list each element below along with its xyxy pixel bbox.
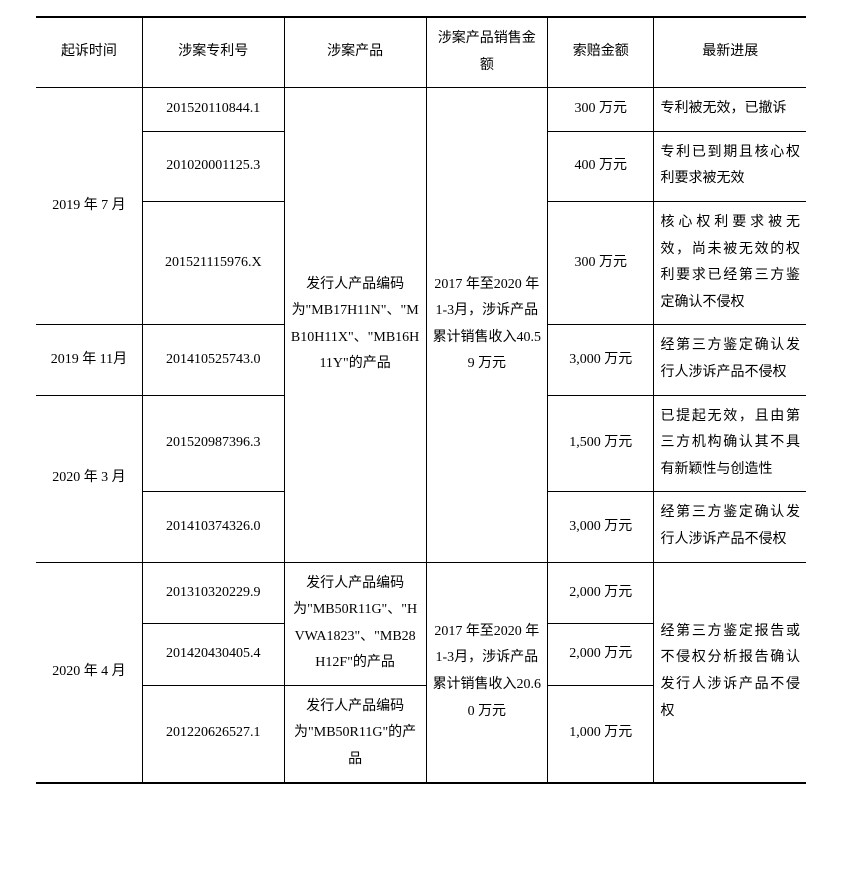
cell-claim: 2,000 万元	[548, 624, 654, 686]
cell-product: 发行人产品编码为"MB50R11G"、"HVWA1823"、"MB28H12F"…	[284, 562, 426, 685]
cell-claim: 300 万元	[548, 201, 654, 324]
cell-progress: 专利被无效，已撤诉	[654, 88, 806, 132]
cell-claim: 2,000 万元	[548, 562, 654, 624]
cell-claim: 3,000 万元	[548, 492, 654, 562]
cell-patent: 201420430405.4	[142, 624, 284, 686]
col-header: 最新进展	[654, 17, 806, 88]
table-row: 2020 年 4 月 201310320229.9 发行人产品编码为"MB50R…	[36, 562, 806, 624]
col-header: 起诉时间	[36, 17, 142, 88]
cell-patent: 201521115976.X	[142, 201, 284, 324]
cell-patent: 201410525743.0	[142, 325, 284, 395]
col-header: 涉案产品	[284, 17, 426, 88]
cell-patent: 201520987396.3	[142, 395, 284, 492]
cell-patent: 201020001125.3	[142, 131, 284, 201]
col-header: 索赔金额	[548, 17, 654, 88]
cell-claim: 300 万元	[548, 88, 654, 132]
cell-time: 2019 年 7 月	[36, 88, 142, 325]
cell-claim: 1,500 万元	[548, 395, 654, 492]
cell-sales: 2017 年至2020 年 1-3月，涉诉产品累计销售收入20.60 万元	[426, 562, 548, 783]
cell-progress: 专利已到期且核心权利要求被无效	[654, 131, 806, 201]
cell-sales: 2017 年至2020 年 1-3月，涉诉产品累计销售收入40.59 万元	[426, 88, 548, 562]
cell-claim: 400 万元	[548, 131, 654, 201]
cell-product: 发行人产品编码为"MB50R11G"的产品	[284, 685, 426, 782]
cell-progress: 经第三方鉴定确认发行人涉诉产品不侵权	[654, 492, 806, 562]
cell-time: 2019 年 11月	[36, 325, 142, 395]
col-header: 涉案专利号	[142, 17, 284, 88]
cell-time: 2020 年 4 月	[36, 562, 142, 783]
cell-time: 2020 年 3 月	[36, 395, 142, 562]
cell-patent: 201310320229.9	[142, 562, 284, 624]
cell-patent: 201520110844.1	[142, 88, 284, 132]
cell-progress: 核心权利要求被无效，尚未被无效的权利要求已经第三方鉴定确认不侵权	[654, 201, 806, 324]
cell-progress: 已提起无效，且由第三方机构确认其不具有新颖性与创造性	[654, 395, 806, 492]
table-row: 2019 年 7 月 201520110844.1 发行人产品编码为"MB17H…	[36, 88, 806, 132]
cell-claim: 3,000 万元	[548, 325, 654, 395]
cell-patent: 201220626527.1	[142, 685, 284, 782]
cell-product: 发行人产品编码为"MB17H11N"、"MB10H11X"、"MB16H11Y"…	[284, 88, 426, 562]
cell-patent: 201410374326.0	[142, 492, 284, 562]
cell-progress: 经第三方鉴定确认发行人涉诉产品不侵权	[654, 325, 806, 395]
col-header: 涉案产品销售金额	[426, 17, 548, 88]
cell-progress: 经第三方鉴定报告或不侵权分析报告确认发行人涉诉产品不侵权	[654, 562, 806, 783]
litigation-table: 起诉时间 涉案专利号 涉案产品 涉案产品销售金额 索赔金额 最新进展 2019 …	[36, 16, 806, 784]
cell-claim: 1,000 万元	[548, 685, 654, 782]
